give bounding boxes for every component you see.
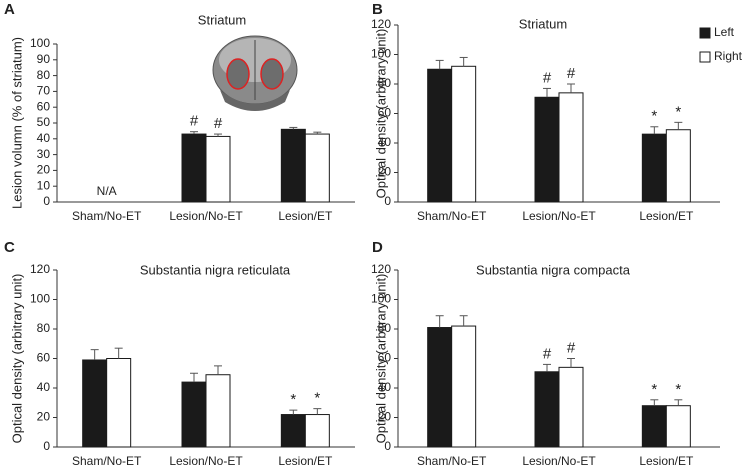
y-tick-label: 30 — [37, 147, 51, 161]
x-tick-label: Sham/No-ET — [417, 454, 487, 465]
panel-letter: D — [372, 239, 383, 256]
y-tick-label: 20 — [378, 410, 392, 424]
bar — [427, 327, 453, 448]
bar — [427, 68, 453, 203]
panel-letter: A — [4, 1, 15, 18]
y-tick-label: 0 — [384, 439, 391, 453]
y-tick-label: 40 — [378, 135, 392, 149]
x-tick-label: Sham/No-ET — [417, 209, 487, 223]
panel-letter: B — [372, 1, 383, 18]
brain-section — [212, 35, 298, 111]
y-tick-label: 20 — [37, 163, 51, 177]
y-tick-label: 120 — [371, 17, 391, 31]
x-tick-label: Lesion/No-ET — [522, 209, 596, 223]
y-axis-label: Optical density (arbitrary unit) — [373, 29, 388, 199]
y-tick-label: 120 — [30, 262, 50, 276]
significance-marker: # — [567, 339, 576, 356]
y-tick-label: 70 — [37, 84, 51, 98]
y-tick-label: 10 — [37, 178, 51, 192]
x-tick-label: Lesion/ET — [278, 454, 333, 465]
y-tick-label: 100 — [30, 292, 50, 306]
panel-letter: C — [4, 239, 15, 256]
y-tick-label: 40 — [37, 131, 51, 145]
bar — [181, 381, 207, 448]
x-tick-label: Lesion/ET — [278, 209, 333, 223]
significance-marker: * — [651, 108, 657, 125]
chart-title: Substantia nigra reticulata — [140, 262, 291, 277]
y-axis-label: Lesion volumn (% of striatum) — [9, 37, 24, 209]
y-tick-label: 60 — [378, 106, 392, 120]
bar — [106, 358, 132, 448]
x-tick-label: Lesion/No-ET — [522, 454, 596, 465]
significance-marker: * — [290, 391, 296, 408]
bar — [181, 133, 207, 203]
bar — [641, 133, 667, 203]
bar — [205, 135, 231, 203]
y-tick-label: 90 — [37, 52, 51, 66]
y-tick-label: 50 — [37, 115, 51, 129]
y-tick-label: 60 — [378, 351, 392, 365]
legend-swatch — [699, 51, 711, 63]
bar — [534, 96, 560, 203]
x-tick-label: Lesion/ET — [639, 209, 694, 223]
y-tick-label: 0 — [384, 194, 391, 208]
y-tick-label: 0 — [43, 194, 50, 208]
y-tick-label: 80 — [37, 321, 51, 335]
x-tick-label: Lesion/No-ET — [169, 454, 243, 465]
chart-title: Striatum — [198, 12, 246, 27]
y-tick-label: 100 — [371, 292, 391, 306]
bar — [558, 92, 584, 203]
y-tick-label: 60 — [37, 351, 51, 365]
bar — [665, 129, 691, 203]
bar — [641, 405, 667, 448]
legend-label: Left — [714, 25, 735, 39]
y-tick-label: 80 — [37, 68, 51, 82]
bar — [451, 65, 477, 203]
y-axis-label: Optical density (arbitrary unit) — [373, 274, 388, 444]
y-tick-label: 20 — [37, 410, 51, 424]
significance-marker: # — [543, 69, 552, 86]
y-tick-label: 100 — [371, 47, 391, 61]
y-tick-label: 20 — [378, 165, 392, 179]
significance-marker: * — [314, 390, 320, 407]
significance-marker: # — [214, 115, 223, 132]
legend-swatch — [699, 27, 711, 39]
significance-marker: # — [190, 113, 199, 130]
y-tick-label: 0 — [43, 439, 50, 453]
significance-marker: # — [567, 65, 576, 82]
chart-title: Striatum — [519, 16, 567, 31]
x-tick-label: Sham/No-ET — [72, 209, 142, 223]
bar — [534, 371, 560, 448]
y-tick-label: 60 — [37, 99, 51, 113]
x-tick-label: Lesion/ET — [639, 454, 694, 465]
significance-marker: * — [651, 381, 657, 398]
y-tick-label: 40 — [37, 380, 51, 394]
x-tick-label: Sham/No-ET — [72, 454, 142, 465]
significance-marker: # — [543, 345, 552, 362]
bar — [280, 128, 306, 203]
y-tick-label: 100 — [30, 36, 50, 50]
significance-marker: * — [675, 103, 681, 120]
x-tick-label: Lesion/No-ET — [169, 209, 243, 223]
y-tick-label: 80 — [378, 76, 392, 90]
bar — [451, 325, 477, 448]
y-tick-label: 120 — [371, 262, 391, 276]
bar — [304, 414, 330, 448]
bar — [665, 405, 691, 448]
y-tick-label: 40 — [378, 380, 392, 394]
legend-label: Right — [714, 49, 743, 63]
bar — [205, 374, 231, 448]
y-tick-label: 80 — [378, 321, 392, 335]
bar — [82, 359, 108, 448]
chart-title: Substantia nigra compacta — [476, 262, 631, 277]
significance-marker: * — [675, 381, 681, 398]
y-axis-label: Optical density (arbitrary unit) — [9, 274, 24, 444]
bar — [558, 366, 584, 448]
bar — [304, 133, 330, 203]
annotation: N/A — [97, 184, 117, 198]
bar — [280, 414, 306, 448]
